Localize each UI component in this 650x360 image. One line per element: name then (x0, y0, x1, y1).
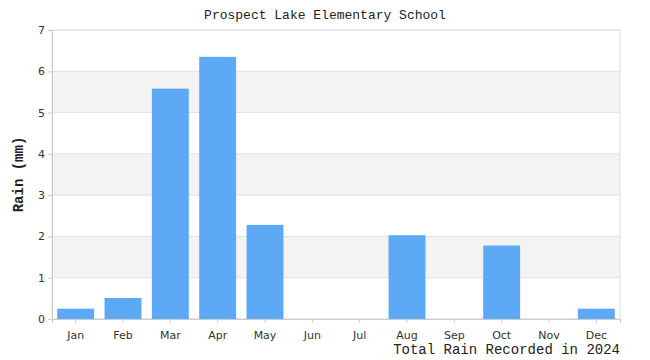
x-tick-mark (123, 319, 124, 323)
grid-line (52, 195, 620, 196)
y-tick-mark (48, 236, 52, 237)
x-axis-line (53, 320, 621, 324)
bar (436, 319, 473, 320)
x-tick: Dec (586, 319, 607, 342)
bar (578, 309, 615, 319)
x-tick: Nov (538, 319, 560, 342)
bar (57, 309, 94, 319)
grid-line (52, 71, 620, 72)
x-tick: Jul (352, 319, 366, 342)
x-tick-mark (265, 319, 266, 323)
bar (105, 298, 142, 319)
x-tick: Oct (492, 319, 512, 342)
x-tick-mark (549, 319, 550, 323)
y-tick: 3 (38, 189, 52, 202)
x-tick-label: Oct (492, 329, 512, 342)
x-tick-label: Mar (160, 329, 181, 342)
bars (57, 57, 615, 319)
x-tick-mark (359, 319, 360, 323)
y-tick: 2 (38, 230, 52, 243)
y-tick: 5 (38, 107, 52, 120)
bar (247, 225, 284, 319)
y-tick-mark (48, 71, 52, 72)
chart-title: Prospect Lake Elementary School (204, 8, 446, 23)
x-tick: Jan (66, 319, 84, 342)
x-tick-mark (596, 319, 597, 323)
y-tick-mark (48, 278, 52, 279)
y-tick: 6 (38, 65, 52, 78)
y-tick-label: 5 (38, 107, 45, 120)
y-tick-mark (48, 154, 52, 155)
y-tick-label: 2 (38, 230, 45, 243)
y-tick-mark (48, 319, 52, 320)
x-tick-label: Apr (208, 329, 228, 342)
y-tick: 0 (38, 313, 52, 326)
x-tick: Apr (208, 319, 228, 342)
x-tick: Jun (303, 319, 321, 342)
bar (294, 319, 331, 320)
x-tick-mark (501, 319, 502, 323)
x-tick-label: Jul (352, 329, 366, 342)
y-tick-label: 4 (38, 148, 45, 161)
y-tick-label: 1 (38, 272, 45, 285)
y-axis-line (48, 31, 53, 320)
x-tick-mark (454, 319, 455, 323)
bar (341, 319, 378, 320)
y-tick-mark (48, 113, 52, 114)
x-tick-label: Jan (66, 329, 84, 342)
x-tick-label: Dec (586, 329, 607, 342)
y-tick-label: 3 (38, 189, 45, 202)
x-tick: Mar (160, 319, 181, 342)
chart-subtitle: Total Rain Recorded in 2024 (393, 342, 620, 358)
y-tick-label: 0 (38, 313, 45, 326)
y-tick-mark (48, 30, 52, 31)
plot: 0 1 2 3 4 5 6 7 Jan Feb Mar Apr May Jun Jul Aug Sep Oct No… (38, 24, 621, 342)
bar (389, 235, 426, 319)
x-tick-label: Jun (303, 329, 321, 342)
grid-bands (52, 71, 620, 277)
y-axis-title: Rain (mm) (11, 137, 27, 213)
x-tick-label: Aug (396, 329, 417, 342)
y-tick: 4 (38, 148, 52, 161)
bar (531, 319, 568, 320)
bar (483, 246, 520, 319)
y-tick: 1 (38, 272, 52, 285)
x-tick-label: Nov (538, 329, 560, 342)
x-tick-label: Sep (444, 329, 465, 342)
y-axis: 0 1 2 3 4 5 6 7 (38, 24, 53, 326)
grid-line (52, 153, 620, 154)
bar (199, 57, 236, 319)
y-tick-label: 6 (38, 65, 45, 78)
x-tick: Aug (396, 319, 417, 342)
y-tick: 7 (38, 24, 52, 37)
grid-lines (52, 30, 620, 319)
x-tick-label: Feb (113, 329, 132, 342)
chart: 0 1 2 3 4 5 6 7 Jan Feb Mar Apr May Jun Jul Aug Sep Oct No… (0, 0, 650, 360)
grid-band (52, 154, 620, 195)
x-axis: Jan Feb Mar Apr May Jun Jul Aug Sep Oct Nov Dec (53, 319, 621, 342)
x-tick-label: May (254, 329, 277, 342)
grid-band (52, 71, 620, 112)
y-tick-mark (48, 195, 52, 196)
x-tick-mark (407, 319, 408, 323)
grid-line (52, 277, 620, 278)
grid-band (52, 236, 620, 277)
x-tick-mark (312, 319, 313, 323)
x-tick-mark (217, 319, 218, 323)
x-tick: Feb (113, 319, 132, 342)
x-tick: Sep (444, 319, 465, 342)
grid-line (52, 112, 620, 113)
plot-frame (52, 30, 620, 319)
x-tick-mark (170, 319, 171, 323)
x-tick: May (254, 319, 277, 342)
x-tick-mark (75, 319, 76, 323)
grid-line (52, 236, 620, 237)
bar (152, 89, 189, 319)
y-tick-label: 7 (38, 24, 45, 37)
